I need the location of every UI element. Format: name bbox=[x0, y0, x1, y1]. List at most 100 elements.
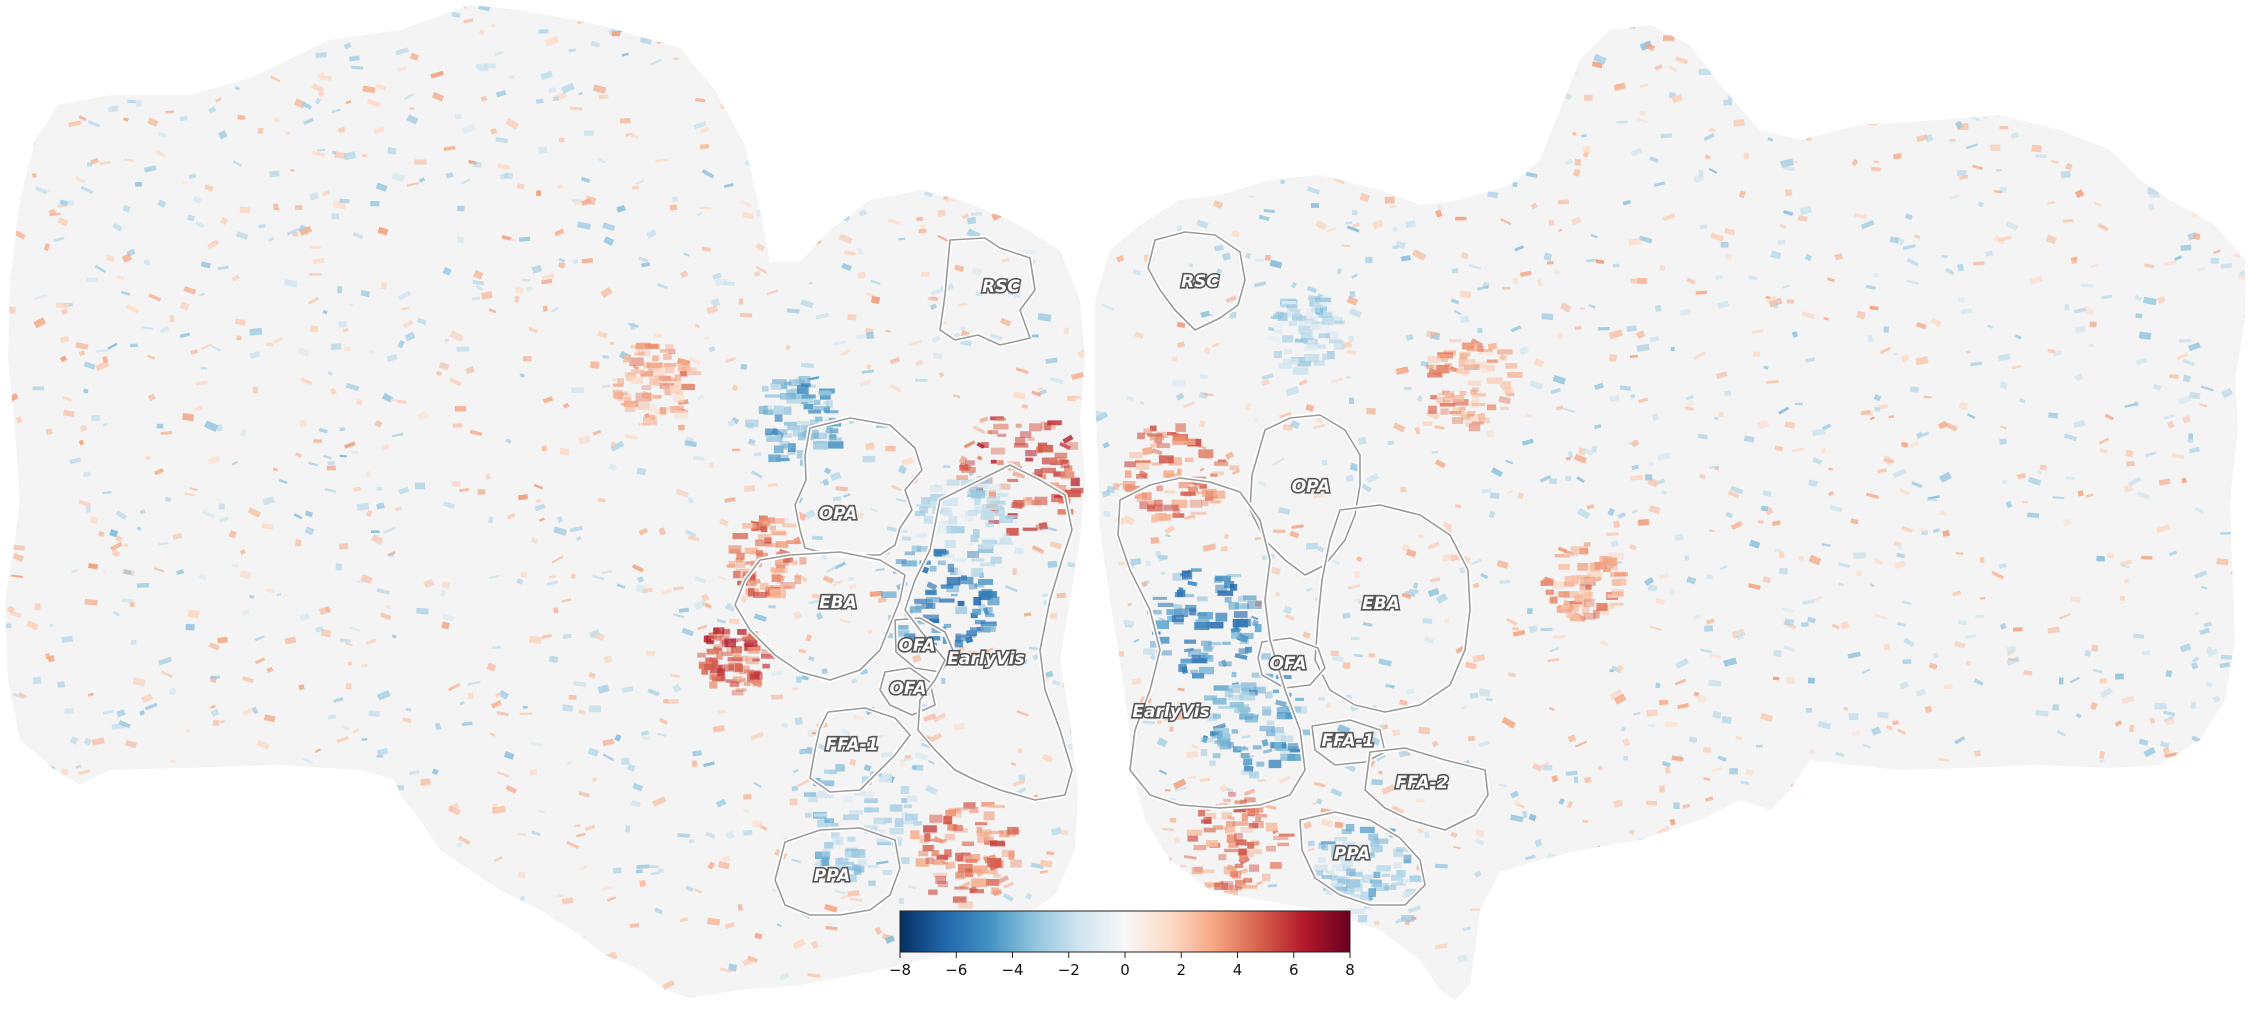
activation-patch bbox=[1708, 529, 1715, 533]
activation-patch bbox=[1333, 337, 1341, 341]
activation-patch bbox=[272, 467, 279, 472]
activation-patch bbox=[871, 296, 881, 305]
activation-patch bbox=[1318, 323, 1330, 332]
activation-patch bbox=[2143, 746, 2156, 758]
activation-patch bbox=[984, 192, 998, 202]
activation-patch bbox=[75, 176, 86, 184]
activation-patch bbox=[2073, 307, 2087, 314]
activation-patch bbox=[1186, 751, 1198, 759]
activation-patch bbox=[1705, 618, 1715, 625]
activation-patch bbox=[1728, 95, 1740, 101]
activation-patch bbox=[686, 367, 697, 373]
activation-patch bbox=[742, 808, 749, 813]
activation-patch bbox=[435, 881, 443, 888]
activation-patch bbox=[588, 705, 601, 713]
activation-patch bbox=[1360, 891, 1371, 901]
activation-patch bbox=[1191, 743, 1199, 750]
activation-patch bbox=[963, 802, 976, 809]
activation-patch bbox=[808, 29, 820, 36]
activation-patch bbox=[744, 638, 758, 647]
activation-patch bbox=[993, 423, 1009, 430]
activation-patch bbox=[1431, 450, 1439, 454]
activation-patch bbox=[1122, 514, 1136, 526]
activation-patch bbox=[1298, 315, 1307, 321]
activation-patch bbox=[1851, 961, 1860, 968]
activation-patch bbox=[834, 115, 844, 124]
activation-patch bbox=[121, 253, 133, 263]
activation-patch bbox=[733, 570, 741, 579]
activation-patch bbox=[1038, 522, 1048, 531]
activation-patch bbox=[1452, 407, 1465, 416]
activation-patch bbox=[1261, 373, 1274, 381]
activation-patch bbox=[1506, 392, 1515, 397]
activation-patch bbox=[1319, 342, 1330, 346]
activation-patch bbox=[1424, 831, 1430, 839]
activation-patch bbox=[677, 833, 690, 838]
activation-patch bbox=[1381, 873, 1390, 877]
activation-patch bbox=[228, 529, 237, 539]
activation-patch bbox=[1001, 533, 1009, 538]
activation-patch bbox=[752, 679, 762, 687]
activation-patch bbox=[1254, 258, 1265, 262]
activation-patch bbox=[1147, 433, 1163, 437]
activation-patch bbox=[1629, 354, 1639, 359]
activation-patch bbox=[1449, 339, 1461, 343]
activation-patch bbox=[627, 375, 635, 382]
activation-patch bbox=[1313, 781, 1326, 788]
activation-patch bbox=[1605, 976, 1617, 984]
activation-patch bbox=[2099, 751, 2105, 759]
activation-patch bbox=[1012, 568, 1017, 575]
activation-patch bbox=[1495, 111, 1505, 119]
activation-patch bbox=[955, 633, 962, 643]
activation-patch bbox=[903, 804, 912, 809]
activation-patch bbox=[2006, 656, 2020, 666]
activation-patch bbox=[811, 11, 821, 19]
roi-label-eba-left: EBA bbox=[819, 593, 857, 613]
activation-patch bbox=[760, 524, 768, 533]
activation-patch bbox=[1198, 809, 1206, 817]
activation-patch bbox=[1622, 199, 1631, 206]
activation-patch bbox=[1925, 860, 1937, 866]
activation-patch bbox=[733, 652, 742, 659]
activation-patch bbox=[901, 798, 908, 803]
activation-patch bbox=[1685, 395, 1694, 401]
activation-patch bbox=[950, 593, 958, 597]
activation-patch bbox=[1014, 547, 1024, 555]
activation-patch bbox=[795, 160, 809, 166]
activation-patch bbox=[801, 394, 816, 399]
activation-patch bbox=[360, 891, 372, 898]
activation-patch bbox=[1234, 653, 1248, 660]
activation-patch bbox=[272, 336, 284, 345]
activation-patch bbox=[870, 279, 881, 286]
activation-patch bbox=[925, 784, 938, 796]
activation-patch bbox=[409, 107, 415, 110]
activation-patch bbox=[1481, 488, 1492, 494]
activation-patch bbox=[1877, 468, 1888, 474]
activation-patch bbox=[1096, 629, 1103, 638]
activation-patch bbox=[471, 296, 481, 301]
activation-patch bbox=[402, 717, 412, 724]
activation-patch bbox=[540, 70, 553, 81]
activation-patch bbox=[699, 206, 712, 210]
activation-patch bbox=[488, 308, 497, 314]
activation-patch bbox=[5, 336, 9, 343]
activation-patch bbox=[184, 492, 196, 497]
activation-patch bbox=[912, 654, 922, 663]
activation-patch bbox=[705, 657, 718, 666]
activation-patch bbox=[339, 198, 350, 204]
activation-patch bbox=[792, 211, 802, 220]
activation-patch bbox=[313, 978, 320, 985]
activation-patch bbox=[626, 763, 636, 772]
activation-patch bbox=[917, 546, 930, 552]
activation-patch bbox=[1850, 518, 1859, 525]
activation-patch bbox=[12, 835, 24, 845]
activation-patch bbox=[1007, 826, 1019, 835]
activation-patch bbox=[1648, 462, 1654, 466]
activation-patch bbox=[784, 381, 792, 386]
activation-patch bbox=[1607, 507, 1615, 517]
activation-patch bbox=[1428, 142, 1435, 149]
activation-patch bbox=[190, 23, 201, 31]
activation-patch bbox=[1069, 206, 1081, 213]
activation-patch bbox=[159, 326, 170, 334]
activation-patch bbox=[102, 571, 107, 574]
